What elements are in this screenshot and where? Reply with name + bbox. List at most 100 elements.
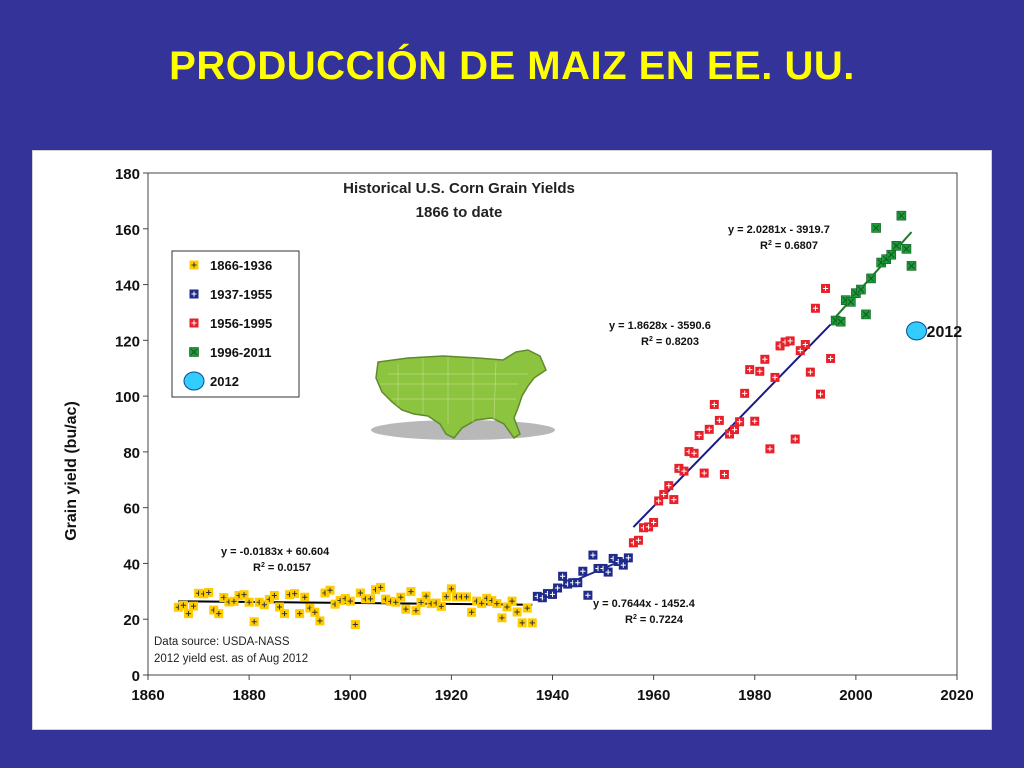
point-legend-1866-1936 [189,260,199,270]
x-tick-label: 1960 [637,687,670,704]
point-1866-1936-1936 [527,618,537,628]
trendline-r2: R2 = 0.7224 [625,614,684,626]
source-note-line-2: 2012 yield est. as of Aug 2012 [154,653,308,665]
point-1866-1936-1880 [244,597,254,607]
point-1866-1936-1918 [436,601,446,611]
point-1937-1955-1954 [618,560,628,570]
point-1956-1995-1993 [815,389,825,399]
point-1956-1995-1979 [745,365,755,375]
point-1996-2011-2010 [901,244,912,254]
axes: 0 20 40 60 80 100 120 140 160 180 1860 1880 1900 1920… [115,166,974,704]
point-1956-1995-1966 [679,466,689,476]
legend-label: 1996-2011 [210,345,271,360]
trendline-equation: y = 0.7644x - 1452.4 [593,598,696,610]
point-1866-1936-1887 [280,609,290,619]
trendline-equations: y = -0.0183x + 60.604 R2 = 0.0157 y = 0.76… [221,224,830,626]
point-1866-1936-1930 [497,613,507,623]
us-map-icon [371,349,555,440]
chart-subtitle: 1866 to date [416,204,503,221]
x-tick-label: 2000 [839,687,872,704]
source-note-line-1: Data source: USDA-NASS [154,636,290,648]
point-1866-1936-1886 [274,602,284,612]
point-1866-1936-1904 [365,594,375,604]
y-tick-label: 120 [115,333,140,350]
y-tick-label: 60 [123,501,140,518]
point-1866-1936-1913 [411,606,421,616]
y-tick-label: 40 [123,556,140,573]
y-tick-label: 180 [115,166,140,183]
point-1866-1936-1914 [416,597,426,607]
point-1866-1936-1910 [396,592,406,602]
point-1866-1936-1906 [376,582,386,592]
point-1866-1936-1901 [350,620,360,630]
point-1956-1995-1963 [664,481,674,491]
y-tick-label: 160 [115,222,140,239]
trendline-r2: R2 = 0.6807 [760,240,818,252]
chart-panel: 0 20 40 60 80 100 120 140 160 180 1860 1880 1900 1920… [32,150,992,730]
r2-value: = 0.6807 [772,240,818,252]
point-1956-1995-1962 [659,490,669,500]
point-1956-1995-1981 [755,366,765,376]
point-1956-1995-1977 [735,417,745,427]
point-1956-1995-1982 [760,354,770,364]
trendline-1937-1955 [536,556,629,598]
point-1866-1936-1894 [315,616,325,626]
y-tick-label: 100 [115,389,140,406]
point-1956-1995-1994 [821,283,831,293]
legend-label: 2012 [210,374,239,389]
legend-item-1937-1955: 1937-1955 [189,287,272,302]
data-points: 2012 [173,210,962,630]
point-1956-1995-1988 [790,434,800,444]
point-legend-1996-2011 [189,347,199,357]
x-tick-label: 2020 [940,687,973,704]
point-1956-1995-1970 [699,468,709,478]
point-1866-1936-1902 [355,588,365,598]
point-1866-1936-1872 [204,587,214,597]
point-1866-1936-1889 [290,589,300,599]
point-1866-1936-1935 [522,603,532,613]
point-1866-1936-1915 [421,591,431,601]
point-1937-1955-1945 [573,578,583,588]
legend: 1866-1936 1937-1955 1956-1995 1996-2011 2012 [171,250,300,398]
point-1956-1995-1989 [795,346,805,356]
point-1866-1936-1883 [259,600,269,610]
point-1956-1995-1995 [826,353,836,363]
slide-title: PRODUCCIÓN DE MAIZ EN EE. UU. [169,44,855,88]
point-legend-1956-1995 [189,318,199,328]
point-1956-1995-1961 [654,496,664,506]
point-1956-1995-1984 [770,372,780,382]
point-1996-2011-1999 [846,297,856,307]
y-tick-label: 20 [123,612,140,629]
trendline-equation: y = 2.0281x - 3919.7 [728,224,830,236]
point-1937-1955-1946 [578,566,588,576]
trendline-r2: R2 = 0.8203 [641,336,699,348]
point-1956-1995-1978 [740,388,750,398]
r2-value: = 0.8203 [653,336,699,348]
trendline-equation: y = -0.0183x + 60.604 [221,546,330,558]
point-1956-1995-1971 [704,424,714,434]
x-tick-label: 1920 [435,687,468,704]
point-1996-2011-2009 [896,210,907,221]
point-1956-1995-1991 [805,367,815,377]
point-1956-1995-1957 [633,535,643,545]
point-1866-1936-1931 [502,602,512,612]
y-tick-label: 0 [132,668,140,685]
equation-1996-2011: y = 2.0281x - 3919.7 R2 = 0.6807 [728,224,830,252]
point-1996-2011-2011 [906,261,917,271]
corn-yield-chart: 0 20 40 60 80 100 120 140 160 180 1860 1880 1900 1920… [63,166,974,704]
point-1956-1995-1968 [689,448,699,458]
point-1937-1955-1955 [623,553,633,563]
equation-1937-1955: y = 0.7644x - 1452.4 R2 = 0.7224 [593,598,696,626]
point-1956-1995-1964 [669,495,679,505]
point-1937-1955-1940 [548,589,557,599]
point-1996-2011-2002 [861,309,871,320]
x-tick-label: 1880 [232,687,265,704]
x-tick-label: 1940 [536,687,569,704]
x-tick-label: 1900 [334,687,367,704]
point-1956-1995-1969 [694,430,704,440]
legend-label: 1866-1936 [210,258,272,273]
point-1956-1995-1973 [714,415,724,425]
point-1996-2011-2008 [891,240,902,251]
y-tick-label: 80 [123,445,140,462]
point-1866-1936-1885 [269,591,279,601]
